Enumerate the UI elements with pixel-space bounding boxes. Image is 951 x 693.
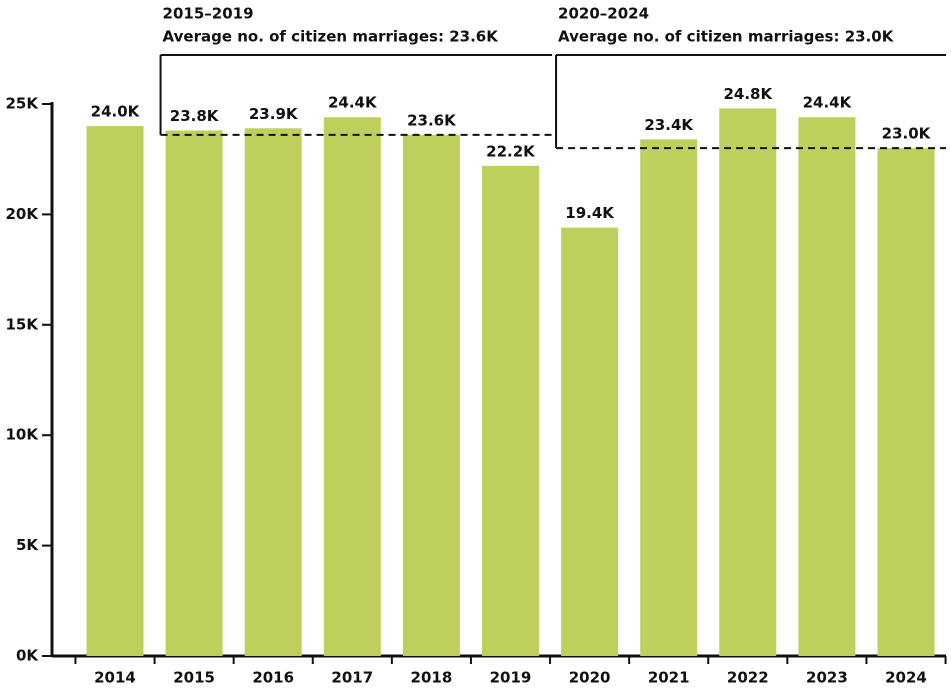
y-tick-label: 10K: [6, 426, 40, 444]
bar: [798, 117, 856, 657]
y-tick-label: 5K: [16, 536, 39, 554]
value-label: 24.0K: [91, 103, 141, 121]
y-tick-label: 0K: [16, 647, 39, 665]
value-label: 19.4K: [565, 204, 615, 222]
bar: [244, 128, 302, 657]
value-label: 22.2K: [486, 142, 536, 160]
annotation-title: 2015–2019: [163, 5, 254, 23]
bar: [323, 117, 381, 657]
x-tick-label: 2018: [411, 669, 453, 687]
annotation-text: Average no. of citizen marriages: 23.6K: [163, 28, 500, 46]
x-tick-label: 2024: [885, 669, 927, 687]
y-tick-label: 15K: [6, 315, 40, 333]
value-label: 23.8K: [170, 107, 220, 125]
value-label: 24.4K: [803, 94, 853, 112]
x-tick-label: 2017: [331, 669, 373, 687]
x-tick-label: 2015: [173, 669, 215, 687]
x-tick-label: 2021: [648, 669, 690, 687]
value-label: 24.4K: [328, 94, 378, 112]
bar: [165, 130, 223, 657]
value-label: 23.4K: [644, 116, 694, 134]
bar: [877, 148, 935, 656]
bar: [86, 126, 144, 656]
value-label: 24.8K: [723, 85, 773, 103]
x-tick-label: 2020: [569, 669, 611, 687]
y-tick-label: 25K: [6, 95, 40, 113]
y-tick-label: 20K: [6, 205, 40, 223]
bar: [640, 139, 698, 656]
x-tick-label: 2019: [490, 669, 532, 687]
bar: [402, 134, 460, 657]
x-tick-label: 2016: [252, 669, 294, 687]
value-label: 23.6K: [407, 111, 457, 129]
x-tick-label: 2014: [94, 669, 136, 687]
annotation-title: 2020–2024: [558, 5, 649, 23]
x-tick-label: 2022: [727, 669, 769, 687]
bar: [482, 165, 539, 656]
bar: [719, 108, 777, 656]
bar: [561, 227, 619, 656]
value-label: 23.0K: [882, 125, 932, 143]
x-tick-label: 2023: [806, 669, 848, 687]
annotation-text: Average no. of citizen marriages: 23.0K: [558, 28, 895, 46]
value-label: 23.9K: [249, 105, 299, 123]
